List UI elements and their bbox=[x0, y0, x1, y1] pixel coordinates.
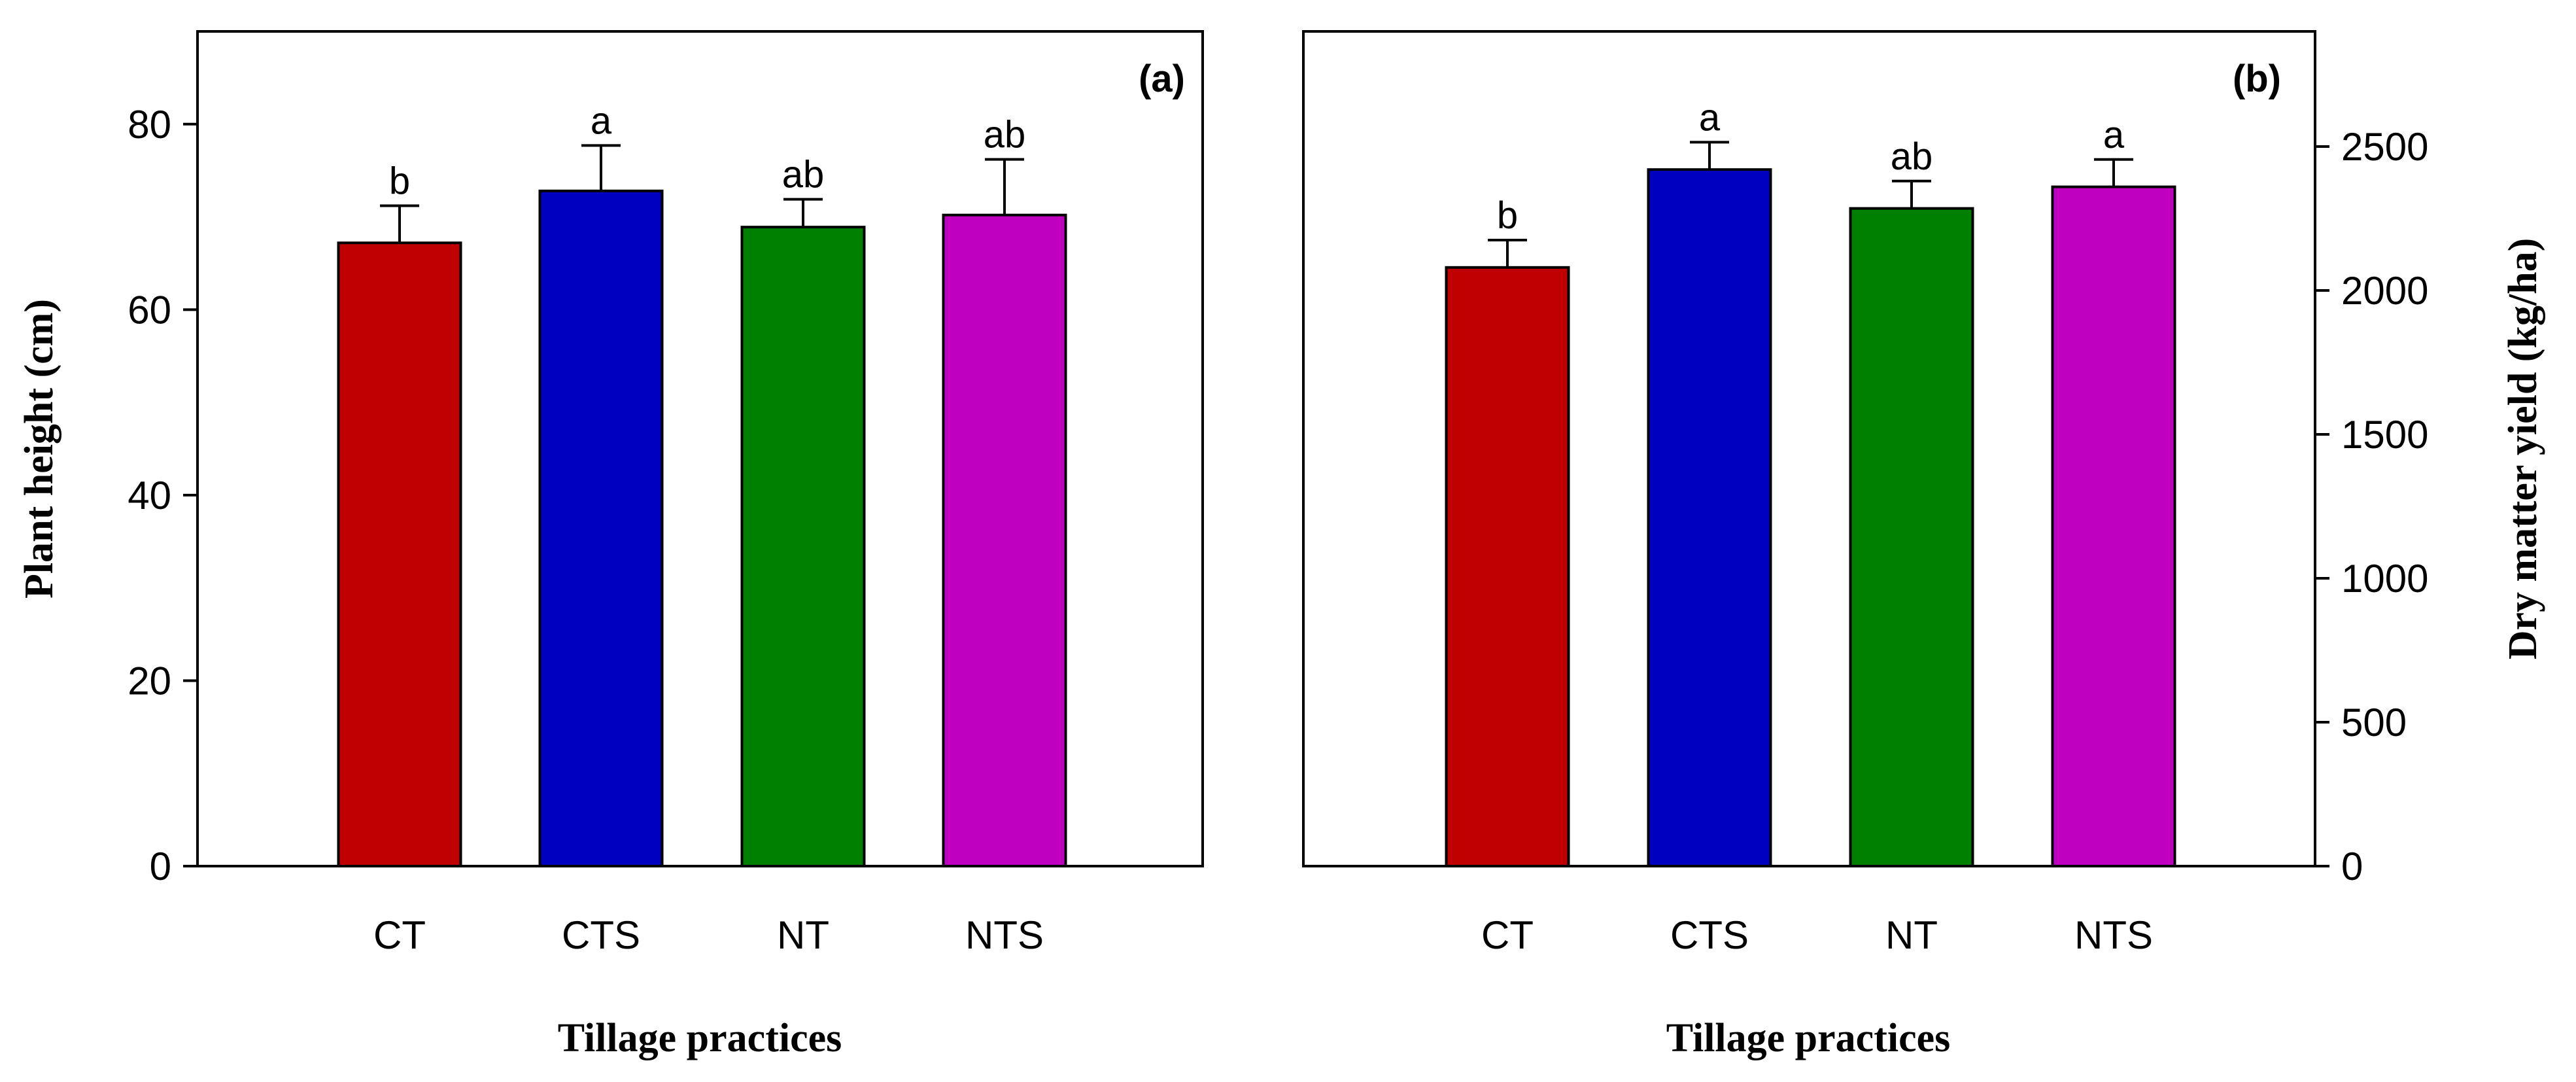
plot-frame-a bbox=[196, 30, 1204, 867]
significance-label-a-cts: a bbox=[591, 99, 612, 142]
panel-a: (a) Plant height (cm) Tillage practices … bbox=[17, 30, 1204, 1060]
category-label-b-cts: CTS bbox=[1670, 913, 1749, 957]
significance-label-b-nts: a bbox=[2103, 114, 2125, 156]
bar-b-ct bbox=[1445, 266, 1570, 867]
y-tick-label-b-0: 0 bbox=[2341, 845, 2363, 888]
category-label-a-nt: NT bbox=[777, 913, 829, 957]
bar-b-cts bbox=[1647, 168, 1772, 868]
panel-label-a: (a) bbox=[1139, 58, 1185, 100]
y-tick-label-a-3: 60 bbox=[128, 288, 171, 332]
significance-label-b-nt: ab bbox=[1891, 135, 1933, 178]
bar-a-ct bbox=[337, 241, 462, 867]
bar-b-nts bbox=[2051, 185, 2176, 868]
y-axis-title-b: Dry matter yield (kg/ha) bbox=[2501, 238, 2545, 660]
y-tick-label-b-1: 500 bbox=[2341, 701, 2407, 744]
bars-a: b CT a CTS ab NT ab NTS bbox=[337, 99, 1067, 957]
category-label-b-ct: CT bbox=[1481, 913, 1534, 957]
significance-label-a-nt: ab bbox=[782, 154, 825, 196]
significance-label-b-cts: a bbox=[1699, 96, 1721, 139]
y-tick-label-b-3: 1500 bbox=[2341, 413, 2428, 457]
y-axis-ticks-a: 0 20 40 60 80 bbox=[128, 103, 197, 888]
y-tick-label-a-0: 0 bbox=[150, 845, 171, 888]
y-tick-label-b-2: 1000 bbox=[2341, 557, 2428, 601]
y-tick-label-b-4: 2000 bbox=[2341, 269, 2428, 313]
y-axis-title-a: Plant height (cm) bbox=[17, 299, 61, 599]
panel-b: (b) Dry matter yield (kg/ha) Tillage pra… bbox=[1302, 30, 2545, 1060]
category-label-a-ct: CT bbox=[373, 913, 426, 957]
category-label-b-nt: NT bbox=[1885, 913, 1938, 957]
category-label-b-nts: NTS bbox=[2074, 913, 2153, 957]
category-label-a-nts: NTS bbox=[965, 913, 1044, 957]
bar-a-cts bbox=[538, 189, 664, 867]
significance-label-a-ct: b bbox=[389, 160, 410, 203]
bar-a-nt bbox=[740, 226, 866, 867]
x-axis-title-b: Tillage practices bbox=[1666, 1016, 1950, 1060]
y-tick-label-b-5: 2500 bbox=[2341, 125, 2428, 169]
x-axis-title-a: Tillage practices bbox=[558, 1016, 842, 1060]
significance-label-b-ct: b bbox=[1497, 194, 1518, 237]
bar-a-nts bbox=[942, 213, 1067, 868]
significance-label-a-nts: ab bbox=[984, 114, 1026, 156]
y-tick-label-a-2: 40 bbox=[128, 474, 171, 517]
y-tick-label-a-4: 80 bbox=[128, 103, 171, 147]
y-axis-ticks-b: 0 500 1000 1500 2000 2500 bbox=[2315, 125, 2428, 888]
category-label-a-cts: CTS bbox=[562, 913, 640, 957]
bars-b: b CT a CTS ab NT a NTS bbox=[1445, 96, 2176, 957]
panel-label-b: (b) bbox=[2233, 58, 2281, 100]
plot-frame-b bbox=[1302, 30, 2316, 867]
y-tick-label-a-1: 20 bbox=[128, 659, 171, 703]
bar-b-nt bbox=[1849, 207, 1974, 868]
